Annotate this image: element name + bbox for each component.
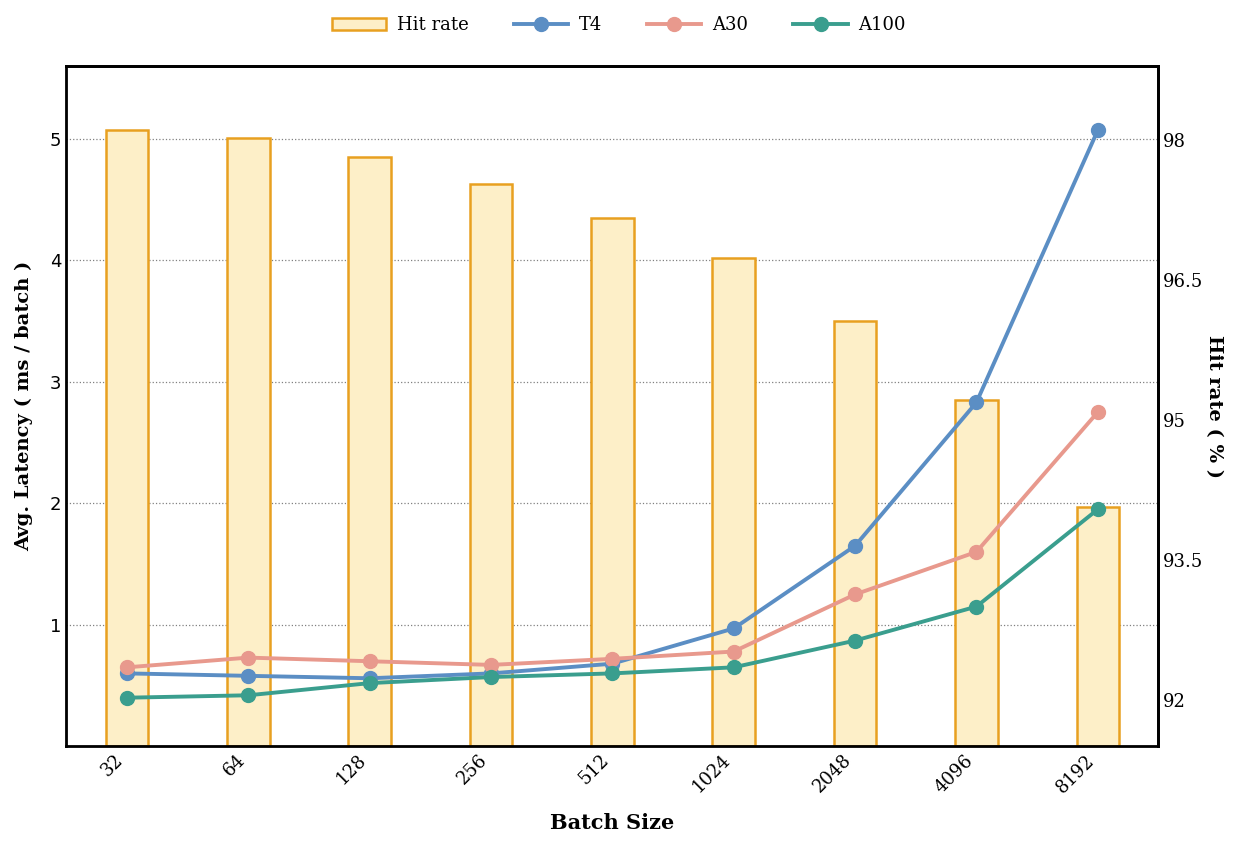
Line: T4: T4: [120, 123, 1104, 685]
T4: [120, 668, 135, 678]
T4: [1091, 126, 1106, 136]
A30: [969, 547, 984, 557]
T4: [969, 398, 984, 408]
Legend: Hit rate, T4, A30, A100: Hit rate, T4, A30, A100: [324, 9, 914, 42]
A30: [484, 660, 499, 670]
A100: [605, 668, 620, 678]
T4: [848, 541, 863, 551]
T4: [727, 623, 742, 633]
A100: [363, 678, 378, 689]
A30: [1091, 407, 1106, 417]
Line: A100: A100: [120, 502, 1104, 705]
Bar: [713, 258, 755, 746]
T4: [241, 671, 256, 681]
Bar: [956, 400, 998, 746]
Bar: [834, 321, 877, 746]
T4: [484, 668, 499, 678]
Y-axis label: Avg. Latency ( ms / batch ): Avg. Latency ( ms / batch ): [15, 261, 33, 551]
A100: [120, 693, 135, 703]
A30: [848, 589, 863, 600]
A100: [848, 635, 863, 645]
Bar: [469, 184, 513, 746]
A100: [727, 662, 742, 672]
A100: [1091, 505, 1106, 515]
A30: [605, 654, 620, 664]
X-axis label: Batch Size: Batch Size: [550, 813, 675, 833]
A100: [241, 690, 256, 700]
Bar: [227, 137, 270, 746]
Bar: [1077, 507, 1119, 746]
A100: [969, 601, 984, 611]
Line: A30: A30: [120, 405, 1104, 674]
A30: [363, 656, 378, 667]
Bar: [105, 131, 149, 746]
A30: [727, 646, 742, 656]
A30: [241, 652, 256, 662]
Y-axis label: Hit rate ( % ): Hit rate ( % ): [1205, 335, 1223, 477]
Bar: [591, 218, 634, 746]
T4: [363, 673, 378, 683]
T4: [605, 659, 620, 669]
A30: [120, 662, 135, 672]
Bar: [348, 157, 391, 746]
A100: [484, 672, 499, 682]
